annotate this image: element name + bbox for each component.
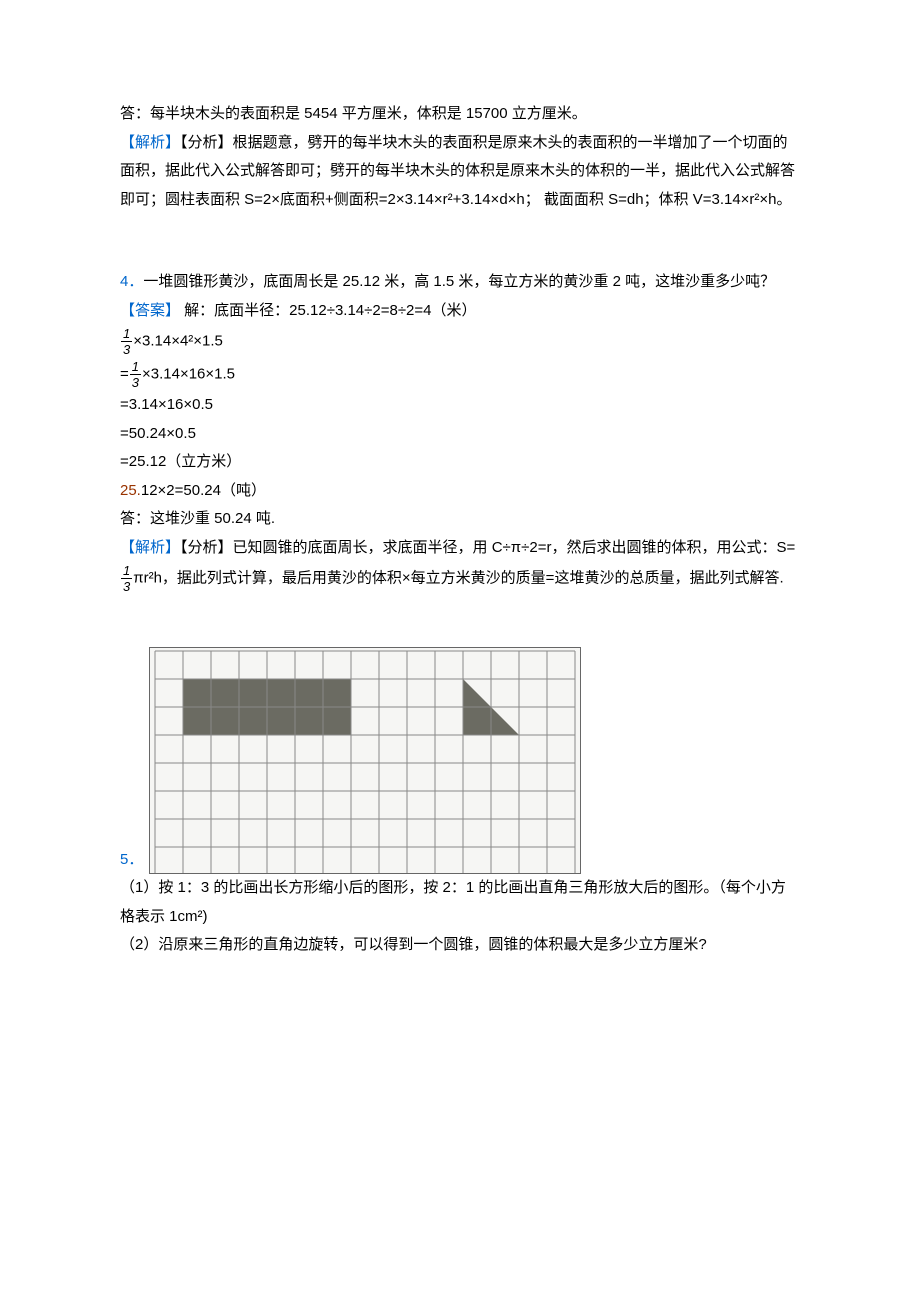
q5-part1: （1）按 1：3 的比画出长方形缩小后的图形，按 2：1 的比画出直角三角形放大… [120,874,800,931]
analysis-text-p1: 已知圆锥的底面周长，求底面半径，用 C÷π÷2=r，然后求出圆锥的体积，用公式：… [233,539,796,556]
q4-calc2: =13×3.14×16×1.5 [120,358,800,391]
q4-num: 4． [120,273,143,290]
analysis-text-p2: πr²h，据此列式计算，最后用黄沙的体积×每立方米黄沙的质量=这堆黄沙的总质量，… [133,569,783,586]
fraction: 13 [121,327,132,356]
calc2-prefix: = [120,365,129,382]
analysis-sublabel: 【分析】 [180,134,233,151]
calc2-rest: ×3.14×16×1.5 [142,365,235,382]
q4-text: 一堆圆锥形黄沙，底面周长是 25.12 米，高 1.5 米，每立方米的黄沙重 2… [143,273,775,290]
q4-calc5: =25.12（立方米） [120,448,800,477]
q5-part2: （2）沿原来三角形的直角边旋转，可以得到一个圆锥，圆锥的体积最大是多少立方厘米? [120,931,800,960]
section1-answer: 答：每半块木头的表面积是 5454 平方厘米，体积是 15700 立方厘米。 [120,100,800,129]
q4-calc4: =50.24×0.5 [120,420,800,449]
q4-answer-line: 【答案】 解：底面半径：25.12÷3.14÷2=8÷2=4（米） [120,297,800,326]
q5-num: 5． [120,846,143,875]
analysis-label: 【解析】 [120,134,180,151]
analysis-sublabel: 【分析】 [180,539,233,556]
answer-label: 【答案】 [120,302,180,319]
q4-analysis: 【解析】【分析】已知圆锥的底面周长，求底面半径，用 C÷π÷2=r，然后求出圆锥… [120,534,800,596]
analysis-label: 【解析】 [120,539,180,556]
q4-calc1: 13×3.14×4²×1.5 [120,325,800,358]
result-rest: 12×2=50.24（吨） [141,482,266,499]
fraction: 13 [130,360,141,389]
answer-line1: 解：底面半径：25.12÷3.14÷2=8÷2=4（米） [180,302,477,319]
q5-grid-row: 5． [120,647,800,874]
q4-result: 25.12×2=50.24（吨） [120,477,800,506]
q4-final: 答：这堆沙重 50.24 吨. [120,505,800,534]
fraction: 13 [121,564,132,593]
grid-figure [149,647,581,874]
q4-calc3: =3.14×16×0.5 [120,391,800,420]
result-brown: 25. [120,482,141,499]
section1-analysis: 【解析】【分析】根据题意，劈开的每半块木头的表面积是原来木头的表面积的一半增加了… [120,129,800,215]
calc1-rest: ×3.14×4²×1.5 [133,332,223,349]
q4-question: 4．一堆圆锥形黄沙，底面周长是 25.12 米，高 1.5 米，每立方米的黄沙重… [120,268,800,297]
